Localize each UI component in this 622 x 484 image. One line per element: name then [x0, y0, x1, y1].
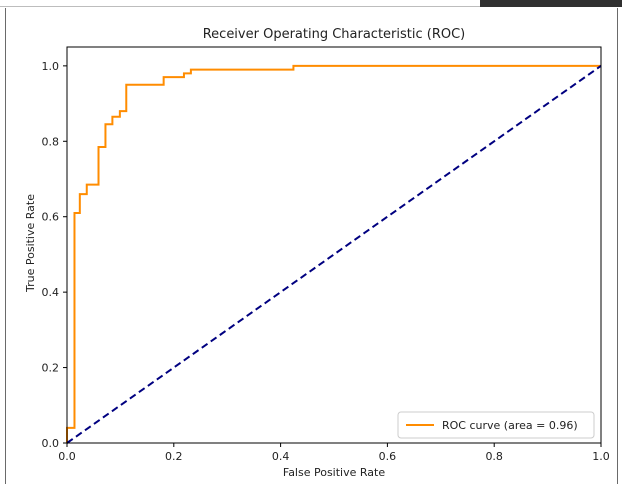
x-tick-label: 0.6 — [379, 450, 397, 463]
top-edge-bar — [480, 0, 622, 7]
y-tick-label: 0.4 — [42, 286, 60, 299]
legend-box — [397, 411, 595, 439]
roc-curve-line — [66, 64, 601, 443]
y-tick-label: 0.8 — [42, 135, 60, 148]
x-tick-label: 1.0 — [592, 450, 610, 463]
x-axis-ticks: 0.0 0.2 0.4 0.6 0.8 1.0 — [58, 443, 610, 463]
y-tick-label: 1.0 — [42, 60, 60, 73]
chance-line — [66, 65, 602, 444]
y-tick-label: 0.6 — [42, 211, 60, 224]
top-edge-line — [0, 6, 480, 7]
legend: ROC curve (area = 0.96) — [397, 411, 595, 439]
y-tick-label: 0.0 — [42, 437, 60, 450]
x-tick-label: 0.0 — [58, 450, 76, 463]
y-axis-label: True Positive Rate — [24, 194, 37, 293]
x-axis-label: False Positive Rate — [283, 466, 385, 479]
legend-label-roc-curve: ROC curve (area = 0.96) — [442, 419, 578, 432]
x-tick-label: 0.2 — [165, 450, 183, 463]
x-tick-label: 0.4 — [272, 450, 290, 463]
y-axis-ticks: 0.0 0.2 0.4 0.6 0.8 1.0 — [42, 60, 67, 450]
x-tick-label: 0.8 — [485, 450, 503, 463]
left-edge-line — [5, 8, 6, 484]
axes-frame — [66, 46, 602, 444]
plot-area — [66, 46, 602, 444]
right-edge-line — [617, 8, 618, 484]
y-tick-label: 0.2 — [42, 362, 60, 375]
chart-title: Receiver Operating Characteristic (ROC) — [203, 27, 466, 42]
